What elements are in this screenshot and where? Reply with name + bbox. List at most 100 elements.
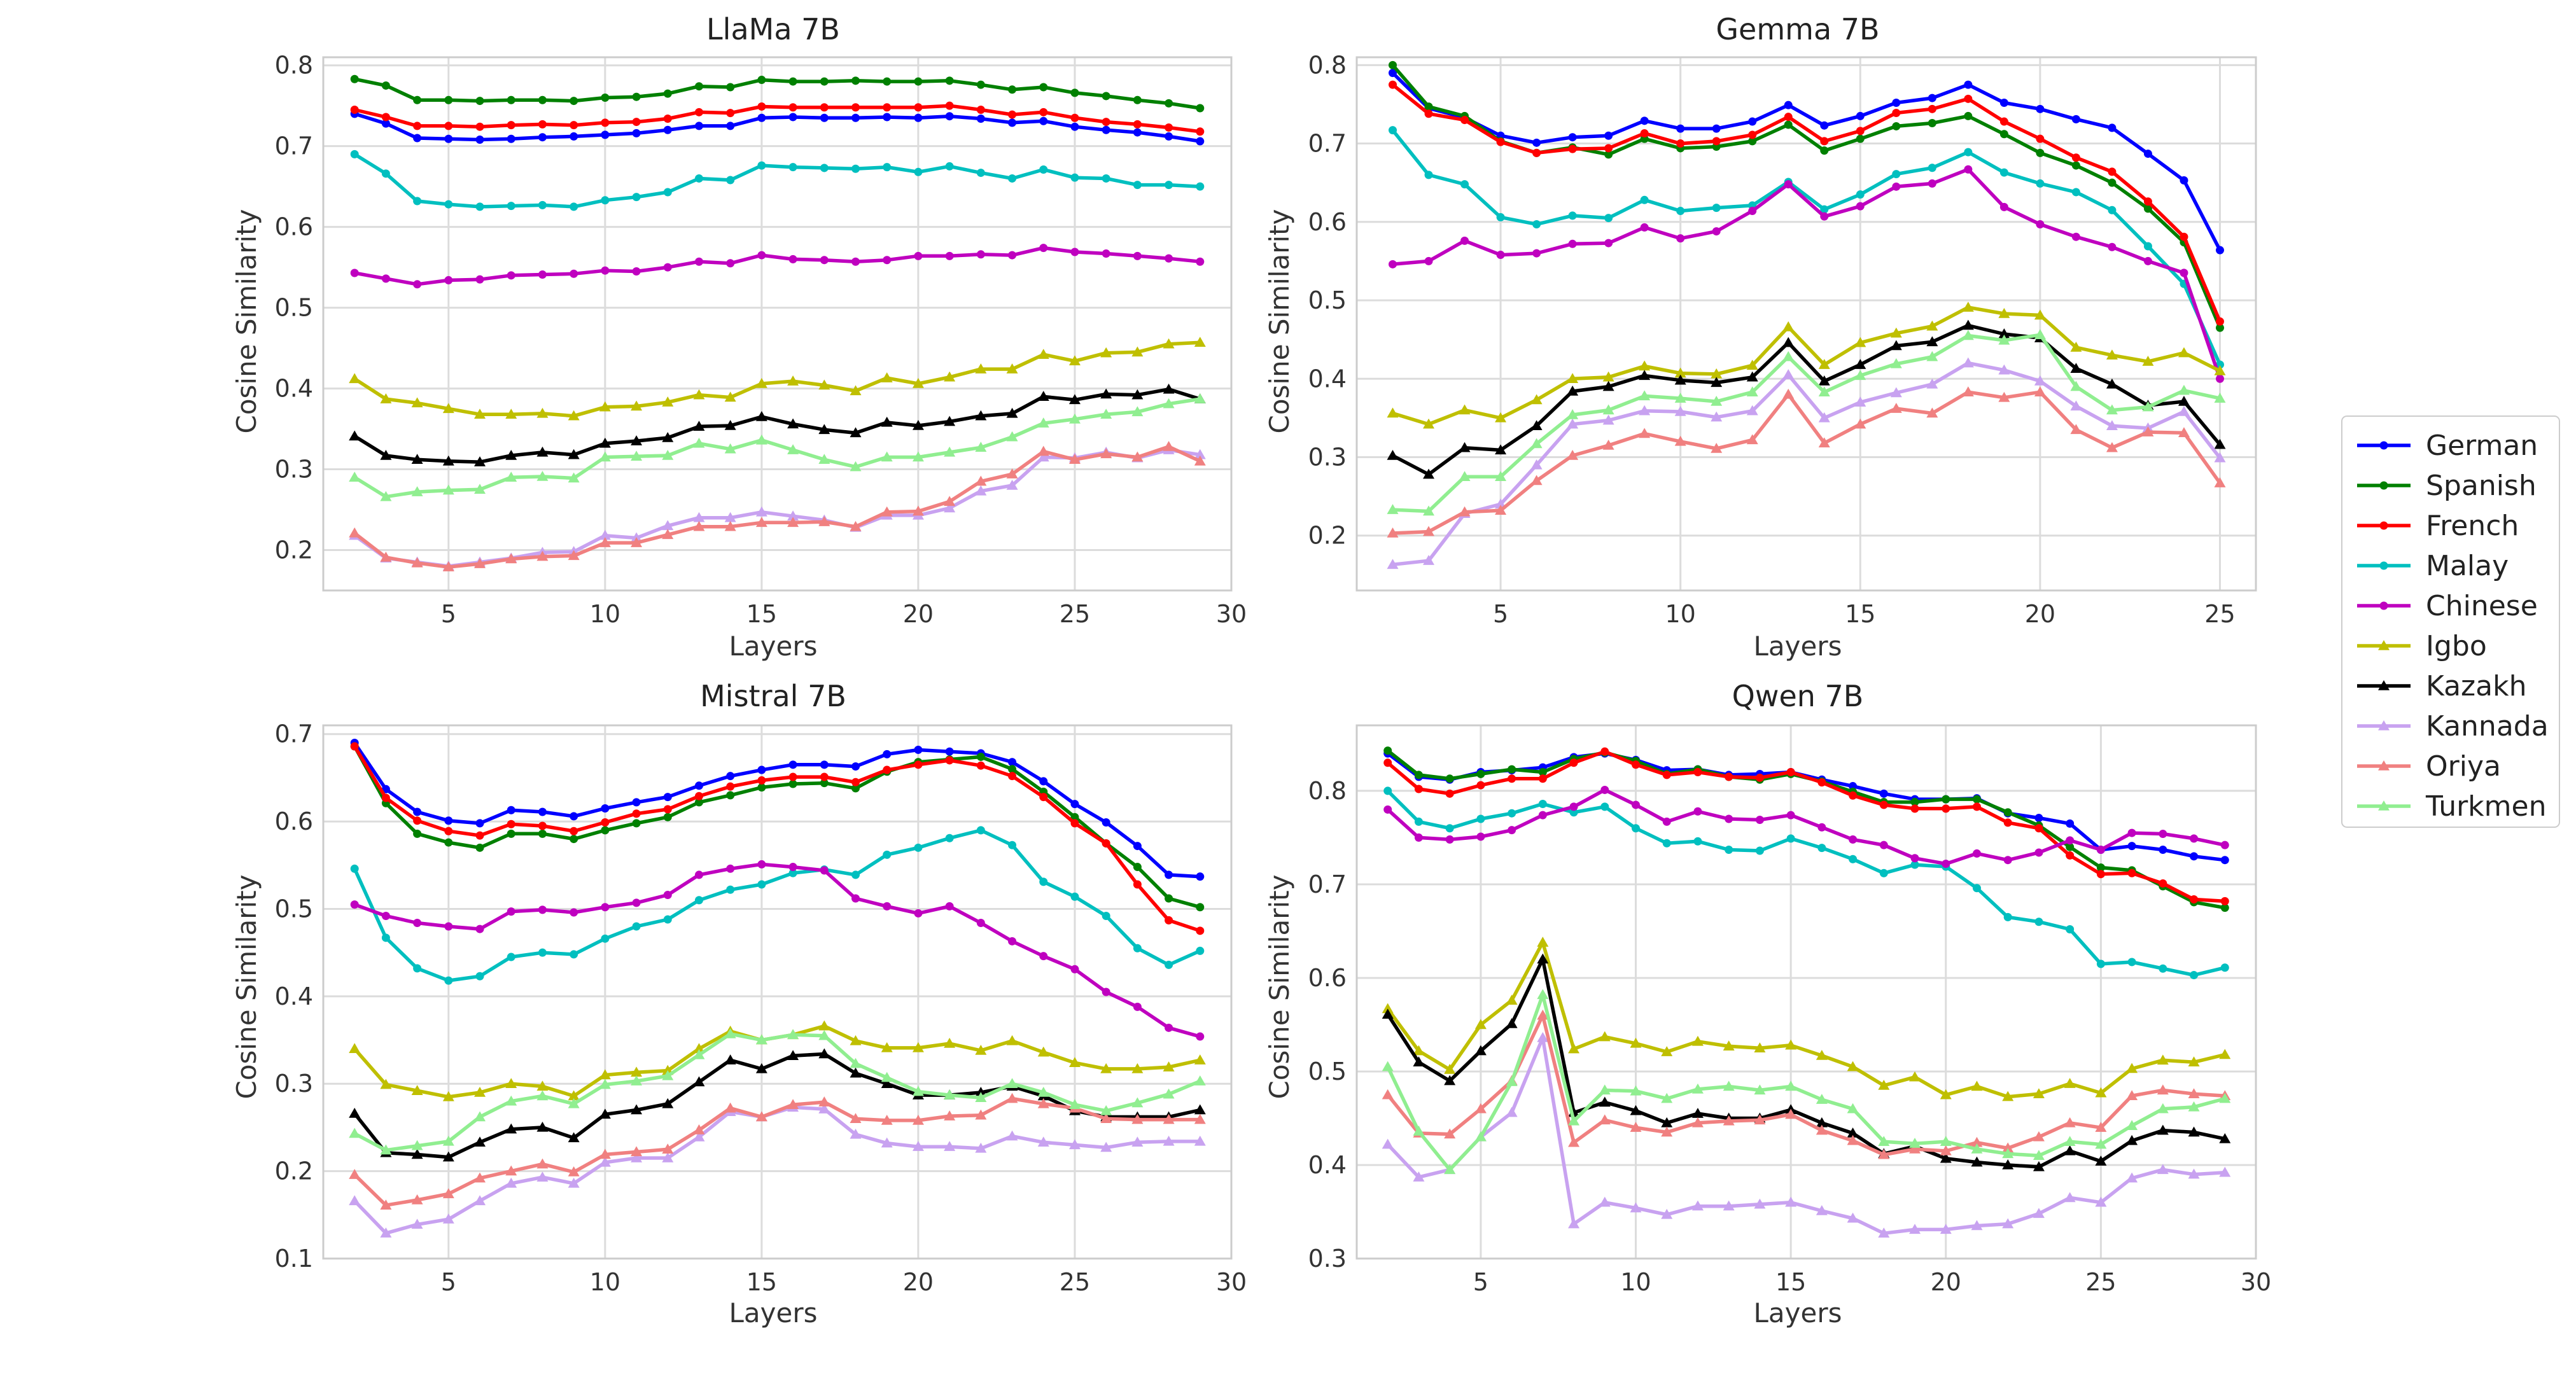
y-axis-label-gemma: Cosine Similarity (1264, 209, 1295, 434)
data-point-oriya (1971, 1136, 1983, 1147)
data-point-german (694, 781, 703, 790)
series-line-igbo (1386, 940, 2225, 1099)
data-point-german (788, 113, 797, 122)
data-point-turkmen (1444, 1164, 1456, 1175)
data-point-spanish (1424, 102, 1433, 111)
data-point-chinese (1964, 165, 1973, 174)
data-point-malay (381, 933, 390, 942)
data-point-igbo (1890, 327, 1902, 338)
data-point-oriya (693, 1124, 705, 1134)
data-point-kazakh (1495, 444, 1507, 455)
data-point-french (444, 827, 453, 835)
data-point-french (570, 827, 578, 835)
data-point-igbo (1068, 355, 1081, 366)
data-point-turkmen (975, 442, 987, 452)
series-line-kazakh (1392, 323, 2222, 477)
data-point-turkmen (1909, 1138, 1921, 1148)
data-point-french (1133, 880, 1142, 889)
data-point-turkmen (912, 1085, 924, 1096)
data-point-kazakh (474, 456, 486, 466)
data-point-french (1389, 80, 1397, 89)
data-point-igbo (631, 400, 643, 411)
data-point-kazakh (536, 1121, 549, 1132)
data-point-french (1165, 123, 1173, 132)
data-point-french (1928, 104, 1936, 113)
data-point-kannada (1754, 1198, 1766, 1209)
data-point-french (883, 765, 892, 774)
data-point-malay (788, 869, 797, 877)
legend-marker-turkmen (2378, 800, 2390, 811)
data-point-turkmen (944, 1089, 956, 1099)
data-point-chinese (1008, 251, 1017, 260)
data-point-turkmen (1194, 393, 1206, 403)
data-point-spanish (1748, 137, 1757, 146)
data-point-chinese (350, 900, 359, 909)
data-point-turkmen (1754, 1084, 1766, 1095)
data-point-oriya (505, 1165, 517, 1176)
data-point-spanish (1604, 150, 1613, 159)
data-point-malay (1133, 944, 1142, 953)
data-point-kazakh (2106, 378, 2118, 389)
data-point-kazakh (755, 1063, 767, 1073)
data-point-kannada (1599, 1196, 1611, 1207)
data-point-chinese (1820, 212, 1829, 221)
series-line-oriya (1392, 390, 2222, 535)
data-point-igbo (1854, 337, 1866, 347)
data-point-french (1849, 791, 1858, 800)
data-point-kazakh (1382, 1009, 1394, 1019)
data-point-chinese (381, 274, 390, 283)
data-point-german (1820, 121, 1829, 130)
data-point-kazakh (944, 415, 956, 426)
data-point-turkmen (1782, 351, 1795, 361)
data-point-german (444, 816, 453, 825)
series-line-turkmen (1386, 993, 2226, 1172)
data-point-kannada (474, 1195, 486, 1206)
data-point-igbo (474, 1086, 486, 1097)
data-point-chinese (820, 866, 829, 875)
data-point-malay (538, 948, 547, 957)
data-point-malay (507, 202, 515, 211)
data-point-chinese (444, 922, 453, 931)
data-point-turkmen (1006, 1078, 1018, 1088)
data-point-chinese (1725, 814, 1733, 823)
data-point-igbo (2033, 1088, 2045, 1098)
data-point-malay (1414, 817, 1423, 826)
series-line-kannada (1386, 1036, 2225, 1236)
data-point-turkmen (724, 1028, 736, 1038)
data-point-turkmen (568, 1098, 580, 1108)
data-point-chinese (1928, 179, 1936, 188)
data-point-spanish (851, 784, 860, 793)
data-point-kannada (1037, 1136, 1049, 1147)
data-point-kannada (975, 1142, 987, 1153)
data-point-kannada (1194, 1135, 1206, 1146)
data-point-kazakh (1163, 383, 1175, 394)
data-point-kazakh (1194, 1104, 1206, 1115)
data-point-german (1389, 69, 1397, 78)
data-point-german (2180, 176, 2188, 185)
data-point-french (1972, 802, 1981, 811)
data-point-oriya (1630, 1122, 1642, 1132)
data-point-french (2108, 167, 2117, 176)
data-point-french (1817, 778, 1826, 787)
data-point-spanish (820, 779, 829, 788)
data-point-kannada (1890, 387, 1902, 398)
data-point-igbo (1926, 320, 1938, 331)
data-point-malay (2127, 958, 2136, 967)
chart-title-gemma: Gemma 7B (1716, 12, 1879, 46)
data-point-malay (413, 197, 422, 206)
data-point-french (663, 114, 672, 123)
data-point-oriya (599, 1148, 611, 1159)
data-point-chinese (1476, 832, 1485, 841)
data-point-malay (475, 972, 484, 981)
data-point-chinese (757, 860, 766, 869)
data-point-igbo (1602, 371, 1614, 382)
data-point-kazakh (1746, 371, 1758, 382)
series-line-turkmen (1392, 333, 2221, 513)
data-point-french (538, 120, 547, 129)
data-point-kazakh (787, 1050, 799, 1061)
data-point-oriya (1495, 505, 1507, 515)
data-point-malay (2003, 912, 2012, 921)
data-point-german (1928, 94, 1936, 102)
data-point-kannada (1567, 418, 1579, 429)
data-point-turkmen (2214, 393, 2226, 403)
